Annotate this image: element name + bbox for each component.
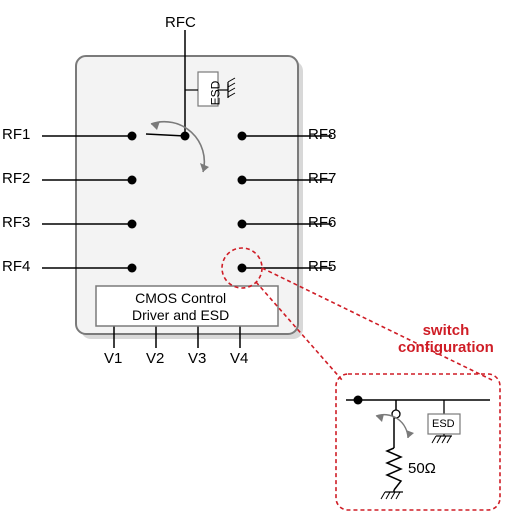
contact-dot bbox=[128, 132, 137, 141]
label-v2: V2 bbox=[146, 350, 164, 367]
label-v1: V1 bbox=[104, 350, 122, 367]
label-v4: V4 bbox=[230, 350, 248, 367]
label-rf8: RF8 bbox=[308, 126, 336, 143]
contact-dot bbox=[238, 264, 247, 273]
contact-dot bbox=[128, 220, 137, 229]
contact-dot bbox=[238, 132, 247, 141]
label-v3: V3 bbox=[188, 350, 206, 367]
contact-dot bbox=[238, 220, 247, 229]
contact-dot bbox=[238, 176, 247, 185]
esd-label-top: ESD bbox=[208, 81, 222, 106]
label-rfc: RFC bbox=[165, 14, 196, 31]
contact-dot bbox=[128, 176, 137, 185]
resistor-label: 50Ω bbox=[408, 460, 436, 477]
label-rf5: RF5 bbox=[308, 258, 336, 275]
label-rf2: RF2 bbox=[2, 170, 30, 187]
label-rf7: RF7 bbox=[308, 170, 336, 187]
callout-label: switchconfiguration bbox=[398, 322, 494, 356]
esd-label-detail: ESD bbox=[432, 418, 455, 430]
detail-box bbox=[336, 374, 500, 510]
cmos-label: CMOS ControlDriver and ESD bbox=[132, 290, 229, 324]
label-rf1: RF1 bbox=[2, 126, 30, 143]
label-rf4: RF4 bbox=[2, 258, 30, 275]
label-rf3: RF3 bbox=[2, 214, 30, 231]
contact-dot bbox=[128, 264, 137, 273]
label-rf6: RF6 bbox=[308, 214, 336, 231]
resistor-icon bbox=[387, 448, 401, 490]
